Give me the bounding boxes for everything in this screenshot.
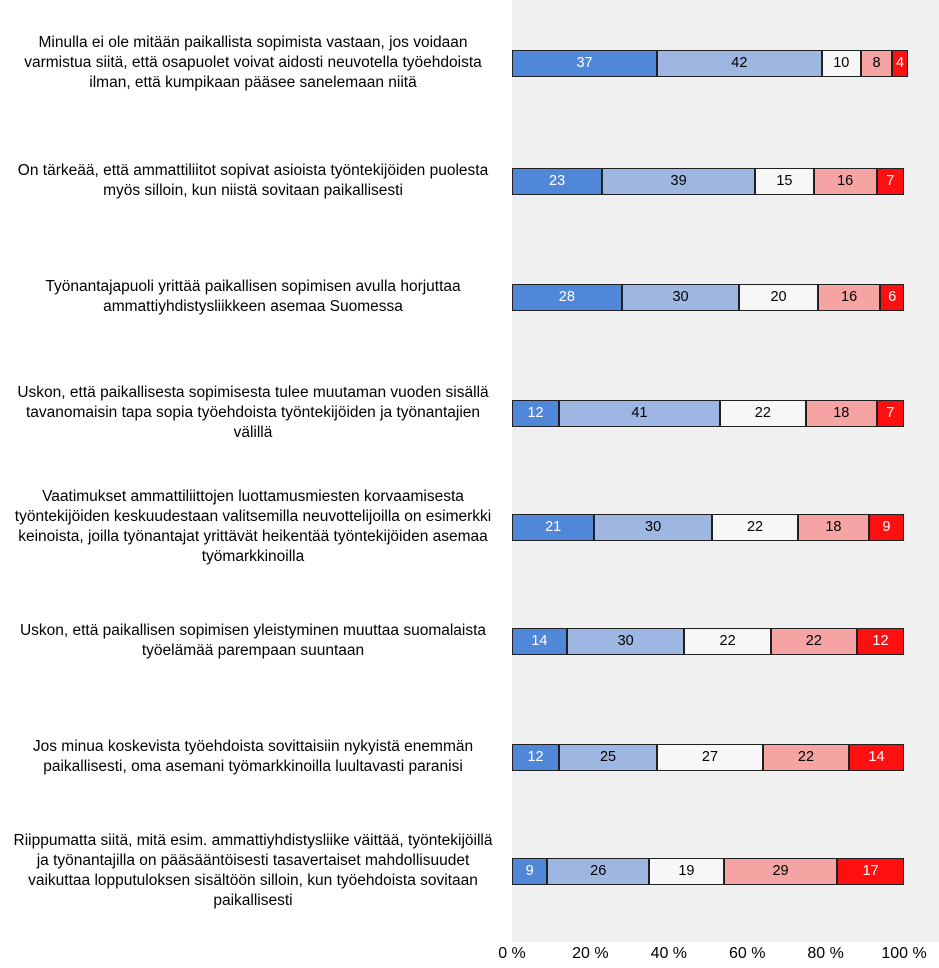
bar-segment: 30	[621, 284, 740, 311]
data-label: 29	[772, 863, 789, 879]
bar-segment: 18	[798, 514, 869, 541]
bar-segment: 21	[512, 514, 595, 541]
plot-background	[512, 0, 939, 942]
category-label: On tärkeää, että ammattiliitot sopivat a…	[17, 162, 489, 199]
data-label: 28	[558, 289, 575, 305]
bar-segment: 12	[856, 628, 904, 655]
data-label: 17	[862, 863, 879, 879]
bar-segment: 7	[876, 400, 904, 427]
data-label: 42	[731, 55, 748, 71]
category-label: Riippumatta siitä, mitä esim. ammattiyhd…	[13, 832, 493, 909]
bar-segment: 29	[723, 858, 838, 885]
x-tick-label: 60 %	[728, 945, 766, 962]
category-label: Työnantajapuoli yrittää paikallisen sopi…	[45, 278, 461, 315]
data-label: 14	[531, 633, 548, 649]
bar-segment: 22	[719, 400, 806, 427]
data-label: 10	[833, 55, 850, 71]
bar-segment: 8	[860, 50, 893, 77]
data-label: 27	[701, 749, 719, 765]
data-label: 30	[645, 519, 662, 535]
bar-segment: 25	[559, 744, 658, 771]
data-label: 30	[672, 289, 689, 305]
bar-segment: 18	[806, 400, 877, 427]
bar-segment: 10	[821, 50, 861, 77]
data-label: 9	[525, 863, 534, 879]
bar-segment: 9	[512, 858, 548, 885]
data-label: 6	[888, 289, 897, 305]
data-label: 12	[527, 749, 544, 765]
bar-segment: 39	[602, 168, 756, 195]
data-label: 22	[719, 633, 736, 649]
data-label: 12	[872, 633, 889, 649]
bar-segment: 6	[880, 284, 904, 311]
data-label: 15	[776, 173, 793, 189]
bar-segment: 14	[849, 744, 904, 771]
data-label: 7	[886, 405, 895, 421]
data-label: 19	[678, 863, 695, 879]
bar-segment: 22	[711, 514, 799, 541]
data-label: 16	[841, 289, 858, 305]
bar-segment: 27	[657, 744, 763, 771]
data-label: 22	[754, 405, 771, 421]
x-tick-label: 100 %	[881, 945, 927, 962]
data-label: 8	[872, 55, 881, 71]
bar-segment: 17	[837, 858, 904, 885]
data-label: 39	[670, 173, 687, 189]
data-label: 22	[805, 633, 822, 649]
data-label: 21	[545, 519, 562, 535]
bar-segment: 15	[755, 168, 814, 195]
x-tick-label: 20 %	[572, 945, 609, 962]
x-tick-label: 40 %	[650, 945, 688, 962]
data-label: 26	[590, 863, 607, 879]
bar-segment: 12	[512, 744, 560, 771]
data-label: 25	[599, 749, 617, 765]
bar-segment: 14	[512, 628, 567, 655]
x-tick-label: 80 %	[807, 945, 844, 962]
data-label: 14	[868, 749, 885, 765]
bar-segment: 7	[876, 168, 904, 195]
bar-segment: 30	[566, 628, 685, 655]
bar-segment: 16	[813, 168, 877, 195]
category-label: Vaatimukset ammattiliittojen luottamusmi…	[14, 488, 492, 565]
bar-segment: 28	[512, 284, 622, 311]
bar-segment: 16	[817, 284, 881, 311]
bar-segment: 9	[868, 514, 904, 541]
data-label: 7	[886, 173, 895, 189]
x-tick-label: 0 %	[498, 945, 526, 962]
bar-segment: 42	[657, 50, 822, 77]
bar-segment: 12	[512, 400, 560, 427]
data-label: 18	[833, 405, 850, 421]
data-label: 16	[837, 173, 854, 189]
bar-segment: 26	[547, 858, 650, 885]
data-label: 37	[576, 55, 593, 71]
data-label: 20	[770, 289, 787, 305]
data-label: 9	[882, 519, 891, 535]
bar-segment: 37	[512, 50, 658, 77]
category-label: Minulla ei ole mitään paikallista sopimi…	[24, 34, 482, 91]
data-label: 23	[549, 173, 566, 189]
data-label: 22	[746, 519, 764, 535]
bar-segment: 23	[512, 168, 603, 195]
data-label: 30	[617, 633, 634, 649]
bar-segment: 30	[594, 514, 712, 541]
bar-segment: 20	[739, 284, 818, 311]
bar-segment: 22	[770, 628, 857, 655]
data-label: 22	[797, 749, 815, 765]
category-label: Uskon, että paikallisen sopimisen yleist…	[19, 622, 487, 659]
data-label: 18	[825, 519, 842, 535]
data-label: 41	[631, 405, 648, 421]
category-label: Jos minua koskevista työehdoista sovitta…	[32, 738, 474, 775]
bar-segment: 22	[762, 744, 850, 771]
bar-segment: 22	[684, 628, 771, 655]
bar-segment: 41	[559, 400, 720, 427]
category-label: Uskon, että paikallisesta sopimisesta tu…	[17, 384, 489, 441]
bar-segment: 4	[892, 50, 908, 77]
data-label: 4	[896, 55, 905, 71]
bar-segment: 19	[649, 858, 724, 885]
data-label: 12	[527, 405, 544, 421]
